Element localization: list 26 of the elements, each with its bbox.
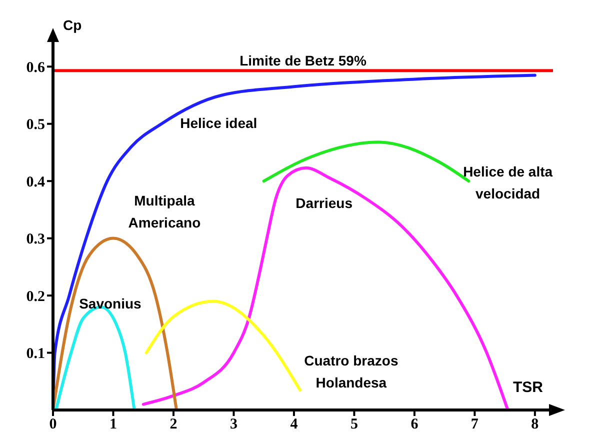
y-tick-label: 0.6 [26, 60, 46, 76]
y-tick-label: 0.5 [26, 117, 45, 134]
y-tick-label: 0.3 [26, 232, 45, 248]
x-tick-label: 0 [49, 416, 57, 433]
x-tick-label: 4 [290, 416, 298, 433]
line-series [53, 236, 178, 410]
x-tick-label: 8 [531, 416, 539, 433]
series-label: Cuatro brazos Holandesa [304, 352, 398, 391]
y-tick-label: 0.4 [26, 174, 46, 190]
y-tick-label: 0.1 [26, 346, 45, 362]
x-tick-label: 2 [170, 416, 178, 433]
series-label: Darrieus [296, 195, 353, 212]
series-label: Savonius [79, 295, 142, 312]
series-label: Helice de alta velocidad [463, 164, 553, 202]
series-label: Multipala Americano [128, 192, 201, 230]
x-tick-label: 6 [410, 416, 419, 433]
series-label: Helice ideal [180, 115, 258, 132]
y-tick-label: 0.2 [26, 288, 45, 305]
x-tick-label: 1 [109, 416, 117, 433]
ref-line-label: Limite de Betz 59% [240, 52, 367, 69]
x-axis-title: TSR [513, 379, 544, 396]
line-series [144, 300, 302, 392]
x-tick-label: 3 [230, 416, 238, 433]
x-tick-label: 7 [470, 416, 479, 433]
x-tick-label: 5 [350, 416, 358, 433]
y-axis-title: Cp [63, 17, 82, 33]
